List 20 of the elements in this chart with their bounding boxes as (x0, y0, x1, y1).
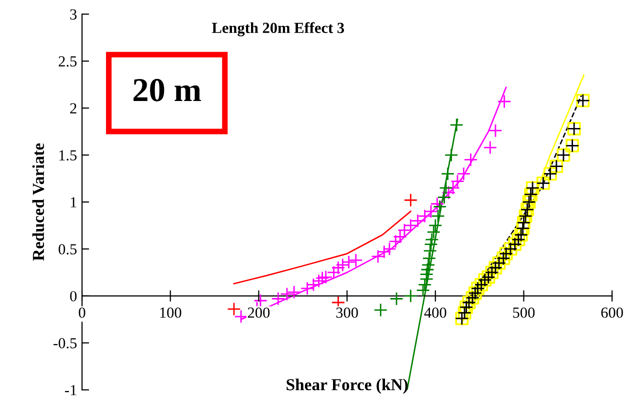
y-tick-label: 1 (70, 197, 76, 208)
y-tick-label: 2 (70, 103, 76, 114)
y-tick-label: -1 (65, 385, 76, 396)
annotation: 20 m (134, 78, 201, 102)
y-tick-label: 0 (70, 291, 77, 302)
x-tick-label: 100 (160, 307, 182, 318)
y-axis-title: Reduced Variate (32, 143, 44, 261)
x-tick-label: 400 (424, 307, 446, 318)
y-tick-label: -0.5 (54, 338, 77, 348)
x-tick-label: 0 (78, 307, 86, 318)
x-tick-label: 300 (336, 307, 358, 318)
y-tick-label: 2.5 (58, 56, 77, 67)
x-tick-label: 600 (601, 307, 623, 318)
chart-title: Length 20m Effect 3 (212, 22, 344, 36)
y-tick-label: 0.5 (58, 244, 77, 254)
x-tick-label: 200 (248, 307, 270, 318)
y-tick-label: 1.5 (59, 150, 77, 161)
y-tick-label: 3 (70, 9, 77, 20)
x-tick-label: 500 (513, 307, 535, 318)
x-axis-title: Shear Force (kN) (286, 378, 408, 394)
